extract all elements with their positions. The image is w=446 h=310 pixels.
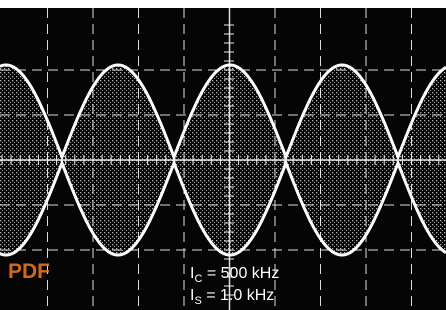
oscilloscope-screen: PDF IC = 500 kHz IS = 1.0 kHz — [0, 0, 446, 310]
page: PDF IC = 500 kHz IS = 1.0 kHz (() => { c… — [0, 0, 446, 310]
label-sub: S — [194, 295, 201, 307]
label-sub: C — [194, 273, 202, 285]
label-rest: = 500 kHz — [202, 265, 279, 282]
label-rest: = 1.0 kHz — [202, 287, 274, 304]
watermark: PDF — [8, 260, 50, 283]
